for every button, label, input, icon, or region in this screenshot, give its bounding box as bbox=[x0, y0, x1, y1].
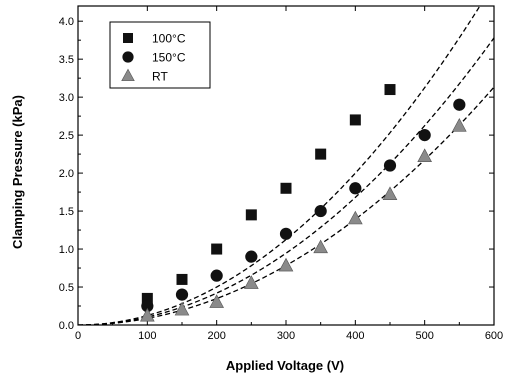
y-tick-label: 0.0 bbox=[59, 320, 74, 332]
y-tick-label: 1.5 bbox=[59, 206, 74, 218]
data-point-series-2 bbox=[383, 159, 397, 172]
data-point-series-1 bbox=[211, 243, 223, 255]
legend-marker-2 bbox=[122, 51, 134, 63]
legend-label-1: 100°C bbox=[152, 32, 186, 46]
x-tick-label: 300 bbox=[277, 330, 295, 342]
data-point-series-2 bbox=[314, 204, 327, 218]
data-point-series-3 bbox=[140, 307, 155, 322]
data-point-series-3 bbox=[278, 257, 294, 272]
data-point-series-1 bbox=[315, 148, 327, 160]
data-point-series-2 bbox=[175, 288, 189, 301]
data-point-series-2 bbox=[141, 299, 154, 313]
data-point-series-2 bbox=[418, 129, 431, 142]
data-point-series-3 bbox=[452, 118, 467, 132]
x-tick-label: 600 bbox=[485, 330, 503, 342]
x-tick-label: 100 bbox=[138, 330, 156, 342]
fit-curve-2 bbox=[78, 37, 494, 325]
data-point-series-3 bbox=[382, 186, 398, 200]
legend-marker-3 bbox=[121, 68, 135, 82]
data-point-series-2 bbox=[349, 182, 362, 195]
legend-marker-1 bbox=[123, 33, 133, 43]
data-point-series-3 bbox=[209, 294, 224, 308]
y-tick-label: 0.5 bbox=[59, 282, 74, 294]
data-point-series-1 bbox=[141, 292, 153, 304]
x-tick-label: 400 bbox=[346, 330, 364, 342]
y-axis-title: Clamping Pressure (kPa) bbox=[10, 95, 25, 249]
data-point-series-2 bbox=[210, 269, 223, 282]
data-point-series-1 bbox=[349, 114, 361, 126]
y-tick-label: 3.5 bbox=[59, 54, 74, 66]
data-point-series-3 bbox=[244, 275, 259, 289]
legend-label-3: RT bbox=[152, 70, 168, 84]
x-tick-label: 200 bbox=[207, 330, 225, 342]
data-point-series-1 bbox=[176, 273, 188, 285]
data-point-series-2 bbox=[245, 250, 258, 263]
y-tick-label: 2.5 bbox=[59, 130, 74, 142]
data-point-series-3 bbox=[174, 301, 190, 316]
plot-area: 0 100 200 300 400 500 600 0.0 0.5 1.0 1.5 2.0 2.5 3.0… bbox=[59, 5, 503, 342]
data-point-series-1 bbox=[280, 182, 292, 194]
legend-label-2: 150°C bbox=[152, 51, 186, 65]
data-point-series-1 bbox=[384, 84, 396, 96]
data-point-series-2 bbox=[279, 227, 293, 240]
fit-curve-3 bbox=[78, 86, 494, 325]
data-point-series-3 bbox=[313, 239, 328, 254]
y-tick-label: 2.0 bbox=[59, 168, 74, 180]
fit-curve-1 bbox=[78, 6, 481, 325]
x-axis-title: Applied Voltage (V) bbox=[226, 358, 344, 373]
y-tick-label: 1.0 bbox=[59, 244, 74, 256]
y-tick-label: 3.0 bbox=[59, 92, 74, 104]
data-point-series-2 bbox=[453, 98, 466, 111]
data-point-series-3 bbox=[417, 148, 432, 163]
x-tick-label: 0 bbox=[75, 330, 81, 342]
y-tick-label: 4.0 bbox=[59, 16, 74, 28]
data-point-series-1 bbox=[245, 209, 257, 221]
data-point-series-3 bbox=[348, 210, 363, 225]
x-tick-label: 500 bbox=[415, 330, 433, 342]
